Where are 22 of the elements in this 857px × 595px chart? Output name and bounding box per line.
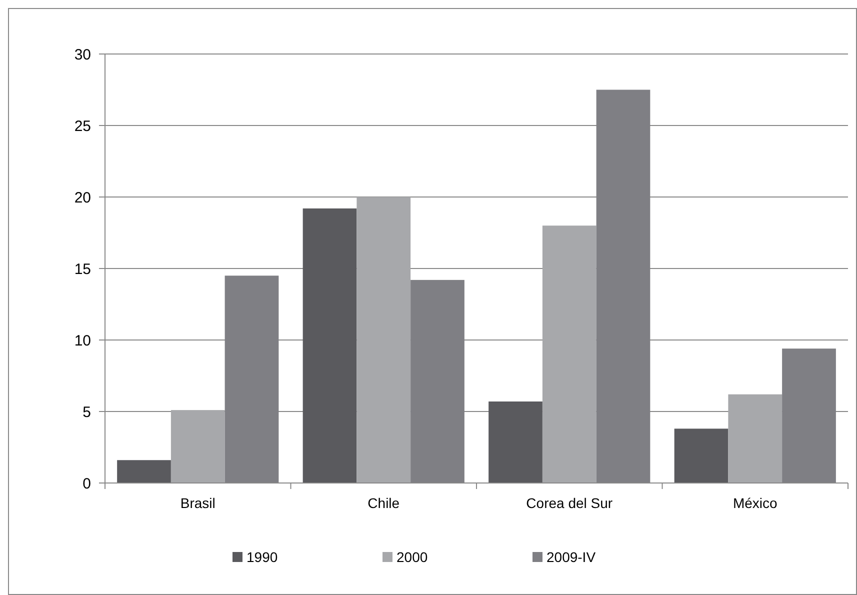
bar (674, 428, 728, 483)
y-tick-label: 15 (74, 260, 91, 278)
x-tick-label: Corea del Sur (526, 495, 613, 511)
x-tick-label: Chile (368, 495, 400, 511)
y-tick-label: 30 (74, 46, 91, 64)
bar (488, 401, 542, 483)
bar (302, 208, 357, 483)
bar (117, 460, 171, 483)
bar (170, 410, 225, 483)
y-tick-label: 20 (74, 189, 91, 206)
legend-label: 1990 (246, 548, 278, 565)
bar (728, 394, 782, 483)
legend-label: 2000 (396, 548, 428, 565)
legend-label: 2009-IV (546, 548, 596, 565)
x-tick-label: Brasil (180, 495, 216, 511)
y-tick-label: 25 (74, 118, 91, 135)
y-tick-label: 10 (74, 332, 91, 350)
y-tick-label: 0 (82, 475, 91, 492)
bar (356, 197, 411, 483)
y-tick-label: 5 (82, 404, 91, 421)
bar (542, 226, 596, 483)
x-tick-label: México (732, 495, 778, 511)
